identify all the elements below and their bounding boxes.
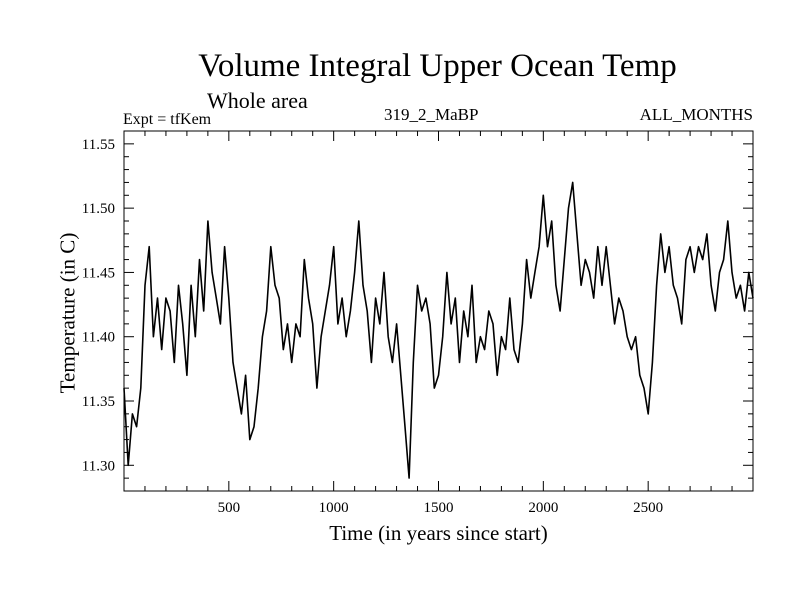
y-tick-label: 11.45 — [82, 265, 115, 281]
y-tick-label: 11.35 — [82, 394, 115, 410]
temperature-series-line — [123, 181, 754, 479]
run-label: 319_2_MaBP — [384, 105, 479, 124]
x-tick-label: 1000 — [319, 500, 349, 516]
y-tick-label: 11.50 — [82, 201, 115, 217]
y-axis-tick-labels: 11.30 11.35 11.40 11.45 11.50 11.55 — [82, 137, 115, 474]
months-label: ALL_MONTHS — [639, 105, 753, 124]
x-tick-label: 2000 — [528, 500, 558, 516]
x-axis-label: Time (in years since start) — [329, 521, 548, 545]
y-tick-label: 11.40 — [82, 330, 115, 346]
x-axis-ticks — [144, 131, 733, 491]
y-axis-ticks — [124, 143, 753, 479]
experiment-label: Expt = tfKem — [123, 111, 212, 128]
x-tick-label: 2500 — [633, 500, 663, 516]
y-tick-label: 11.55 — [82, 137, 115, 153]
y-tick-label: 11.30 — [82, 458, 115, 474]
chart-subtitle: Whole area — [207, 88, 308, 113]
y-axis-label: Temperature (in C) — [55, 232, 80, 394]
x-tick-label: 500 — [218, 500, 241, 516]
x-axis-tick-labels: 500 1000 1500 2000 2500 — [218, 500, 664, 516]
x-tick-label: 1500 — [424, 500, 454, 516]
chart-title: Volume Integral Upper Ocean Temp — [198, 48, 677, 84]
